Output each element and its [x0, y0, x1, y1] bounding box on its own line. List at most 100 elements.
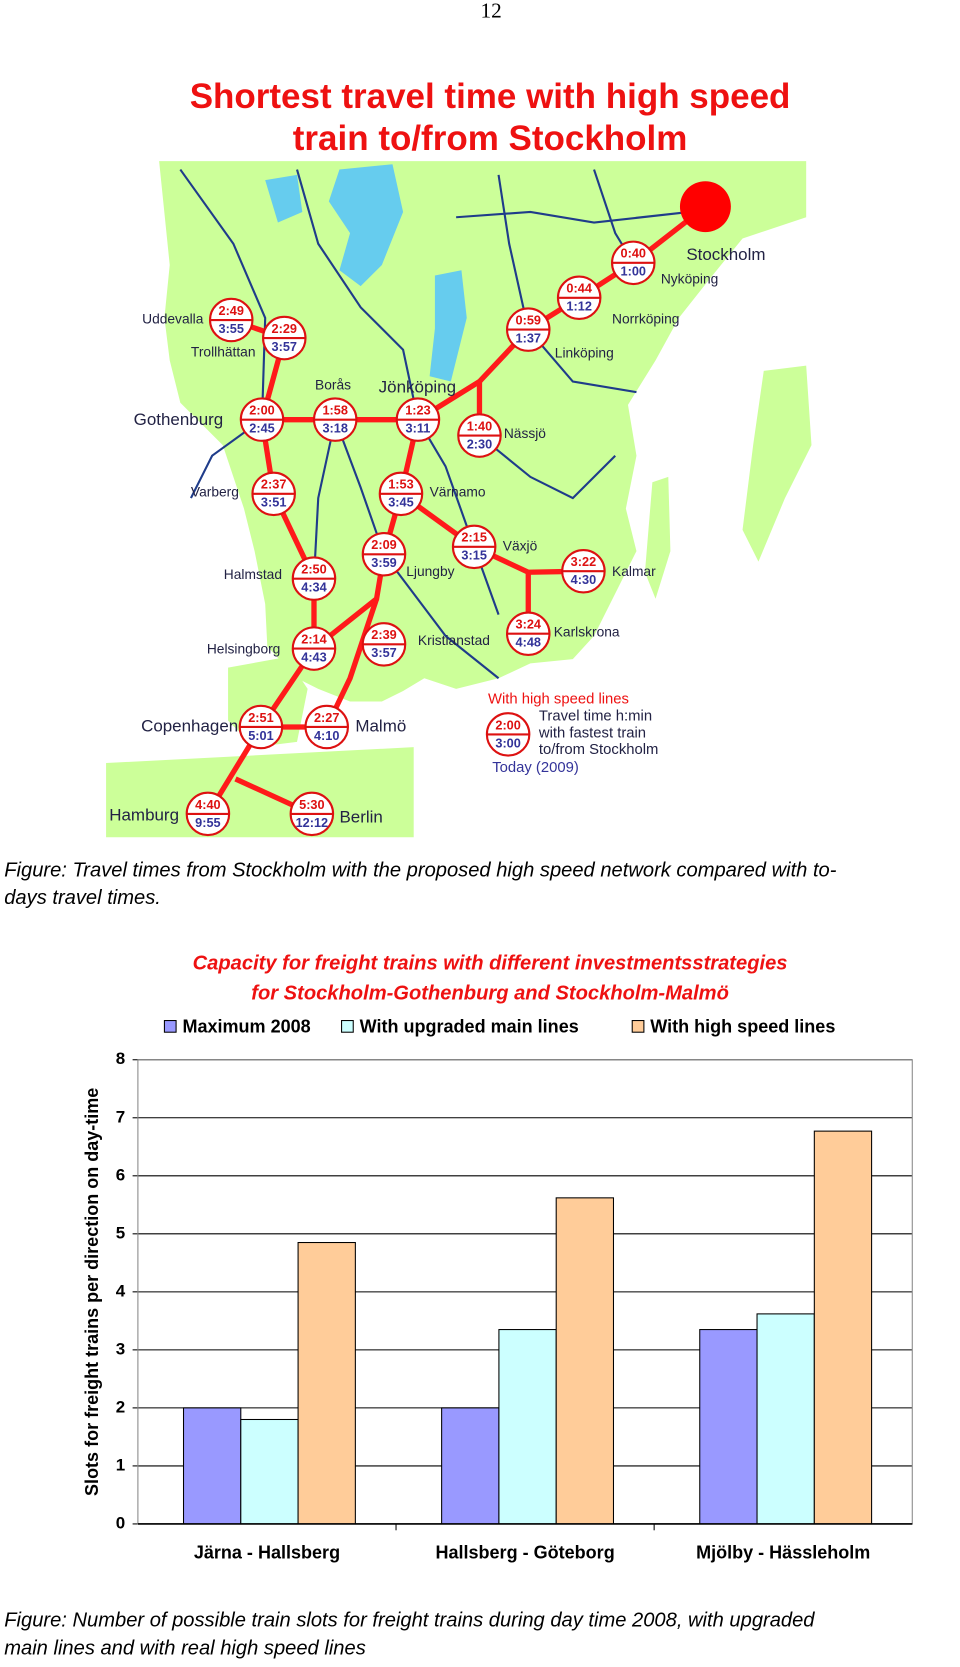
- time-today: 2:30: [467, 436, 492, 451]
- city-label: Gothenburg: [134, 410, 224, 429]
- city-label: Malmö: [355, 716, 406, 735]
- city-label: Copenhagen: [141, 716, 238, 735]
- city-label: Växjö: [503, 538, 538, 553]
- y-tick-label: 4: [116, 1281, 126, 1300]
- time-high-speed: 5:30: [299, 797, 324, 812]
- time-today: 4:48: [516, 635, 541, 650]
- time-high-speed: 1:53: [388, 477, 413, 492]
- time-today: 4:34: [301, 580, 326, 595]
- time-high-speed: 2:51: [248, 710, 273, 725]
- time-today: 3:57: [272, 339, 297, 354]
- legend-swatch: [341, 1020, 354, 1033]
- time-high-speed: 2:00: [495, 717, 520, 732]
- y-tick-label: 2: [116, 1397, 125, 1416]
- bar: [498, 1329, 557, 1525]
- y-tick-label: 8: [116, 1049, 125, 1068]
- x-tick-label: Mjölby - Hässleholm: [696, 1542, 870, 1562]
- time-high-speed: 2:27: [314, 710, 339, 725]
- time-today: 3:51: [261, 495, 286, 510]
- time-high-speed: 2:39: [371, 627, 396, 642]
- y-tick-label: 1: [116, 1455, 125, 1474]
- city-label: Helsingborg: [207, 641, 281, 656]
- bar: [297, 1241, 356, 1525]
- bar-chart: Capacity for freight trains with differe…: [82, 953, 913, 1562]
- time-high-speed: 2:00: [249, 403, 274, 418]
- time-high-speed: 3:22: [571, 554, 596, 569]
- legend-label: With high speed lines: [650, 1017, 835, 1037]
- time-today: 4:43: [301, 649, 326, 664]
- stockholm-dot: [679, 181, 731, 233]
- bar: [756, 1313, 815, 1525]
- city-label: Berlin: [339, 808, 382, 827]
- figure-caption: Figure: Travel times from Stockholm with…: [4, 859, 837, 881]
- time-high-speed: 2:14: [301, 631, 326, 646]
- time-high-speed: 0:40: [621, 246, 646, 261]
- time-high-speed: 1:23: [405, 403, 430, 418]
- time-high-speed: 2:50: [301, 562, 326, 577]
- city-label: Kristianstad: [418, 633, 490, 648]
- y-tick-label: 3: [116, 1339, 125, 1358]
- figure-caption: main lines and with real high speed line…: [4, 1637, 366, 1659]
- time-today: 1:00: [621, 264, 646, 279]
- x-tick-label: Järna - Hallsberg: [194, 1542, 340, 1562]
- figure-caption: days travel times.: [4, 887, 161, 909]
- time-today: 3:57: [371, 645, 396, 660]
- chart-title: Capacity for freight trains with differe…: [193, 953, 788, 975]
- map-title: train to/from Stockholm: [293, 119, 688, 158]
- city-label: Borås: [315, 377, 351, 392]
- time-high-speed: 2:49: [219, 303, 244, 318]
- time-high-speed: 2:09: [371, 537, 396, 552]
- city-label: Jönköping: [379, 377, 456, 396]
- bar: [240, 1418, 299, 1525]
- city-label: Ljungby: [406, 564, 454, 579]
- time-high-speed: 2:37: [261, 477, 286, 492]
- city-label: Norrköping: [612, 312, 679, 327]
- legend-line: with fastest train: [538, 725, 646, 741]
- legend-today: Today (2009): [492, 760, 579, 776]
- time-today: 3:00: [495, 735, 520, 750]
- bar: [813, 1130, 873, 1525]
- city-label: Karlskrona: [554, 624, 620, 639]
- time-high-speed: 0:59: [516, 312, 541, 327]
- y-tick-label: 5: [116, 1223, 125, 1242]
- y-tick-label: 6: [116, 1165, 125, 1184]
- time-today: 1:37: [516, 330, 541, 345]
- city-label: Uddevalla: [142, 312, 204, 327]
- y-tick-label: 0: [116, 1513, 125, 1532]
- bar: [182, 1407, 242, 1525]
- y-tick-label: 7: [116, 1107, 125, 1126]
- bar: [555, 1197, 615, 1525]
- time-today: 1:12: [566, 299, 591, 314]
- legend-line: Travel time h:min: [539, 708, 652, 724]
- time-high-speed: 2:15: [461, 530, 486, 545]
- time-today: 3:59: [371, 555, 396, 570]
- time-today: 3:11: [406, 421, 431, 436]
- chart-title: for Stockholm-Gothenburg and Stockholm-M…: [251, 982, 729, 1004]
- figure-caption: Figure: Number of possible train slots f…: [4, 1610, 815, 1632]
- city-label: Trollhättan: [191, 345, 256, 360]
- time-today: 3:45: [388, 495, 413, 510]
- bar: [441, 1407, 500, 1525]
- city-label: Varberg: [191, 484, 239, 499]
- time-high-speed: 1:40: [467, 418, 492, 433]
- city-label: Stockholm: [686, 245, 765, 264]
- time-high-speed: 1:58: [322, 403, 347, 418]
- time-high-speed: 3:24: [516, 617, 541, 632]
- time-today: 5:01: [248, 728, 273, 743]
- legend-swatch: [631, 1020, 645, 1033]
- time-today: 2:45: [249, 421, 274, 436]
- legend-swatch: [163, 1020, 177, 1033]
- time-today: 9:55: [195, 815, 220, 830]
- city-label: Nyköping: [661, 271, 718, 286]
- legend-label: With upgraded main lines: [360, 1017, 579, 1037]
- legend-heading: With high speed lines: [488, 691, 629, 707]
- page-number: 12: [481, 0, 502, 23]
- time-today: 4:30: [571, 572, 596, 587]
- time-high-speed: 4:40: [195, 797, 220, 812]
- map-title: Shortest travel time with high speed: [190, 77, 791, 116]
- city-label: Halmstad: [224, 567, 282, 582]
- map-labels: Shortest travel time with high speedtrai…: [109, 77, 791, 837]
- time-high-speed: 2:29: [272, 321, 297, 336]
